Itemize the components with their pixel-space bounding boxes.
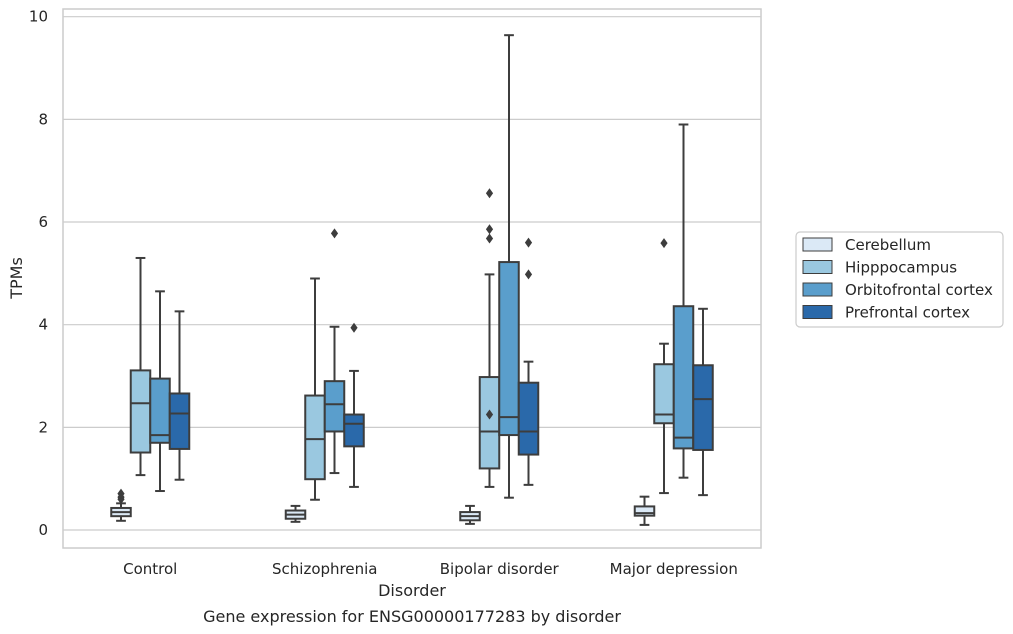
box-element [633,495,656,526]
x-tick-labels: Control Schizophrenia Bipolar disorder Majo… [123,560,738,578]
outlier-point [485,224,494,235]
box [672,305,695,450]
box [633,505,656,517]
box-element [692,307,714,497]
series-prefrontal-cortex [168,237,714,497]
box-element [517,237,540,486]
x-tick-label: Control [123,560,177,578]
box-element [129,256,152,477]
series-hipppocampus [129,188,675,501]
box [343,413,365,448]
legend-item: Orbitofrontal cortex [802,281,993,299]
box-element [498,34,520,499]
outlier-point [350,322,358,333]
outlier-point [485,188,494,199]
y-tick-label: 0 [38,521,48,539]
chart-title: Gene expression for ENSG00000177283 by d… [203,607,621,626]
legend: Cerebellum Hipppocampus Orbitofrontal cort… [795,231,1004,328]
plot-frame [62,8,762,549]
y-tick-label: 4 [38,316,48,334]
box-series [110,34,714,526]
x-tick-label: Bipolar disorder [440,560,560,578]
box [323,380,346,433]
outlier-point [330,228,339,239]
box [517,381,540,456]
legend-label: Hipppocampus [845,259,957,277]
legend-swatch [802,237,833,252]
legend-swatch [802,282,833,297]
y-tick-label: 10 [29,8,48,26]
box [149,377,171,444]
outlier-point [485,409,494,420]
x-tick-label: Major depression [610,560,738,578]
box [692,364,714,451]
legend-frame [795,231,1004,328]
y-tick-label: 6 [38,213,48,231]
box-element [653,238,675,495]
x-axis-title: Disorder [378,581,446,600]
box-element [149,290,171,493]
outlier-point [524,237,533,248]
box-element [343,322,365,488]
series-cerebellum [110,488,656,526]
box-element [478,188,501,488]
outlier-point [117,488,125,499]
legend-label: Cerebellum [845,236,931,254]
series-orbitofrontal-cortex [149,34,695,499]
x-tick-label: Schizophrenia [272,560,377,578]
box-element [284,504,307,523]
box [129,369,152,454]
box-element [672,123,695,479]
box [304,394,326,481]
y-tick-label: 8 [38,110,48,128]
outlier-point [524,269,533,280]
legend-item: Hipppocampus [802,259,957,277]
y-tick-labels: 0 2 4 6 8 10 [29,8,48,539]
box-element [110,488,132,522]
legend-item: Cerebellum [802,236,931,254]
box-element [459,504,481,525]
y-axis-title: TPMs [7,257,26,300]
legend-item: Prefrontal cortex [802,304,970,322]
outlier-point [660,238,668,249]
box-element [323,228,346,475]
box-element [168,310,191,481]
box [168,392,191,450]
box [478,376,501,470]
outlier-point [485,233,494,244]
legend-label: Prefrontal cortex [845,304,970,322]
legend-swatch [802,305,833,319]
legend-label: Orbitofrontal cortex [845,281,993,299]
box [498,261,520,437]
legend-swatch [802,260,833,274]
gridlines [63,16,761,531]
box-element [304,277,326,501]
y-tick-label: 2 [38,418,48,436]
